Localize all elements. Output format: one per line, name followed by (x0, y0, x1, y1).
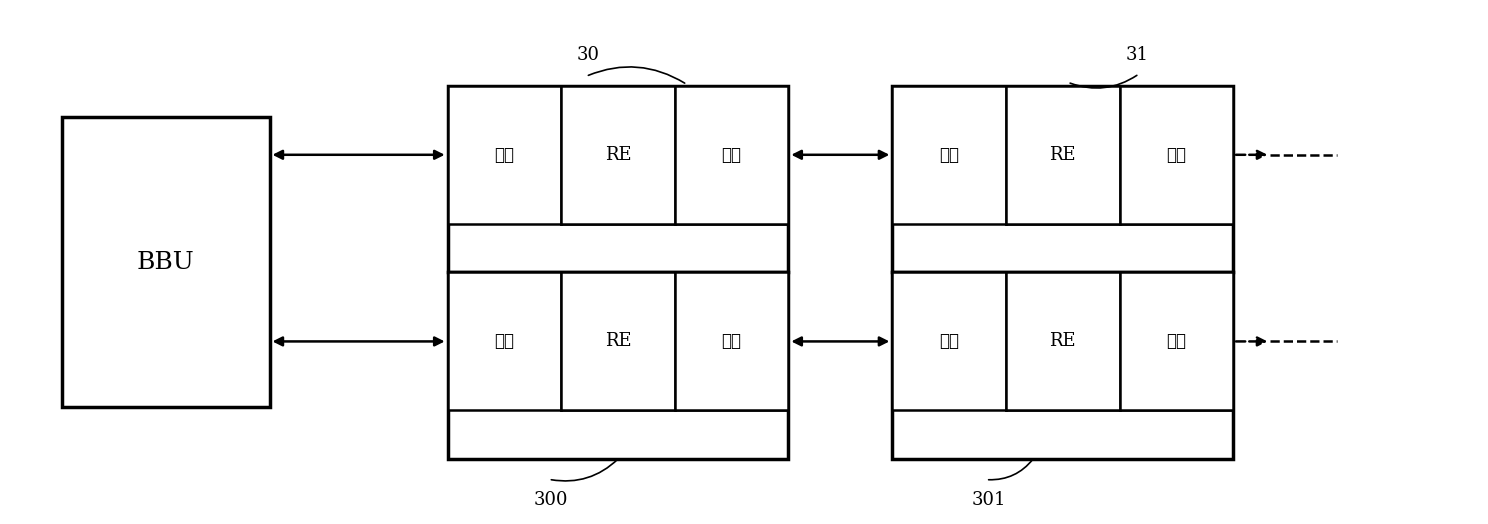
Bar (448, 86, 789, 272)
Bar (1006, 86, 1119, 224)
Bar (561, 272, 676, 410)
Text: 主口: 主口 (1167, 332, 1186, 351)
Text: BBU: BBU (137, 250, 195, 274)
Text: 300: 300 (534, 492, 568, 509)
Text: 主口: 主口 (722, 146, 741, 164)
Bar (893, 272, 1234, 459)
Text: RE: RE (604, 332, 631, 351)
Text: 从口: 从口 (494, 332, 515, 351)
Bar (893, 86, 1006, 224)
Bar (448, 272, 789, 459)
Text: RE: RE (1049, 146, 1076, 164)
Text: 从口: 从口 (939, 332, 960, 351)
Text: 31: 31 (1125, 46, 1149, 63)
Bar (448, 272, 561, 410)
Bar (1119, 86, 1234, 224)
Text: RE: RE (604, 146, 631, 164)
Text: 主口: 主口 (1167, 146, 1186, 164)
Text: 从口: 从口 (494, 146, 515, 164)
Bar (1119, 272, 1234, 410)
Text: 30: 30 (577, 46, 600, 63)
Bar (893, 272, 1006, 410)
Text: 从口: 从口 (939, 146, 960, 164)
Bar (561, 86, 676, 224)
Text: 301: 301 (972, 492, 1006, 509)
Bar (448, 86, 561, 224)
Text: RE: RE (1049, 332, 1076, 351)
Bar (62, 117, 269, 407)
Bar (1006, 272, 1119, 410)
Bar (893, 86, 1234, 272)
Bar (676, 272, 789, 410)
Bar (676, 86, 789, 224)
Text: 主口: 主口 (722, 332, 741, 351)
